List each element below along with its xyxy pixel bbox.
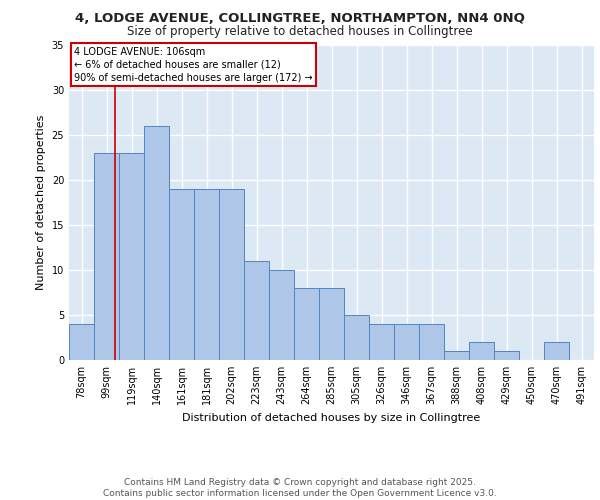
Bar	[544, 342, 569, 360]
Bar	[319, 288, 344, 360]
Text: Size of property relative to detached houses in Collingtree: Size of property relative to detached ho…	[127, 25, 473, 38]
Bar	[294, 288, 319, 360]
Bar	[194, 189, 219, 360]
Bar	[244, 261, 269, 360]
Bar	[494, 351, 519, 360]
Bar	[69, 324, 94, 360]
Bar	[394, 324, 419, 360]
Bar	[369, 324, 394, 360]
Bar	[94, 153, 119, 360]
Text: 4 LODGE AVENUE: 106sqm
← 6% of detached houses are smaller (12)
90% of semi-deta: 4 LODGE AVENUE: 106sqm ← 6% of detached …	[74, 46, 313, 83]
Bar	[444, 351, 469, 360]
Bar	[119, 153, 144, 360]
Bar	[419, 324, 444, 360]
Bar	[269, 270, 294, 360]
Bar	[344, 315, 369, 360]
Text: 4, LODGE AVENUE, COLLINGTREE, NORTHAMPTON, NN4 0NQ: 4, LODGE AVENUE, COLLINGTREE, NORTHAMPTO…	[75, 12, 525, 26]
Text: Contains HM Land Registry data © Crown copyright and database right 2025.
Contai: Contains HM Land Registry data © Crown c…	[103, 478, 497, 498]
X-axis label: Distribution of detached houses by size in Collingtree: Distribution of detached houses by size …	[182, 412, 481, 422]
Y-axis label: Number of detached properties: Number of detached properties	[36, 115, 46, 290]
Bar	[169, 189, 194, 360]
Bar	[469, 342, 494, 360]
Bar	[144, 126, 169, 360]
Bar	[219, 189, 244, 360]
